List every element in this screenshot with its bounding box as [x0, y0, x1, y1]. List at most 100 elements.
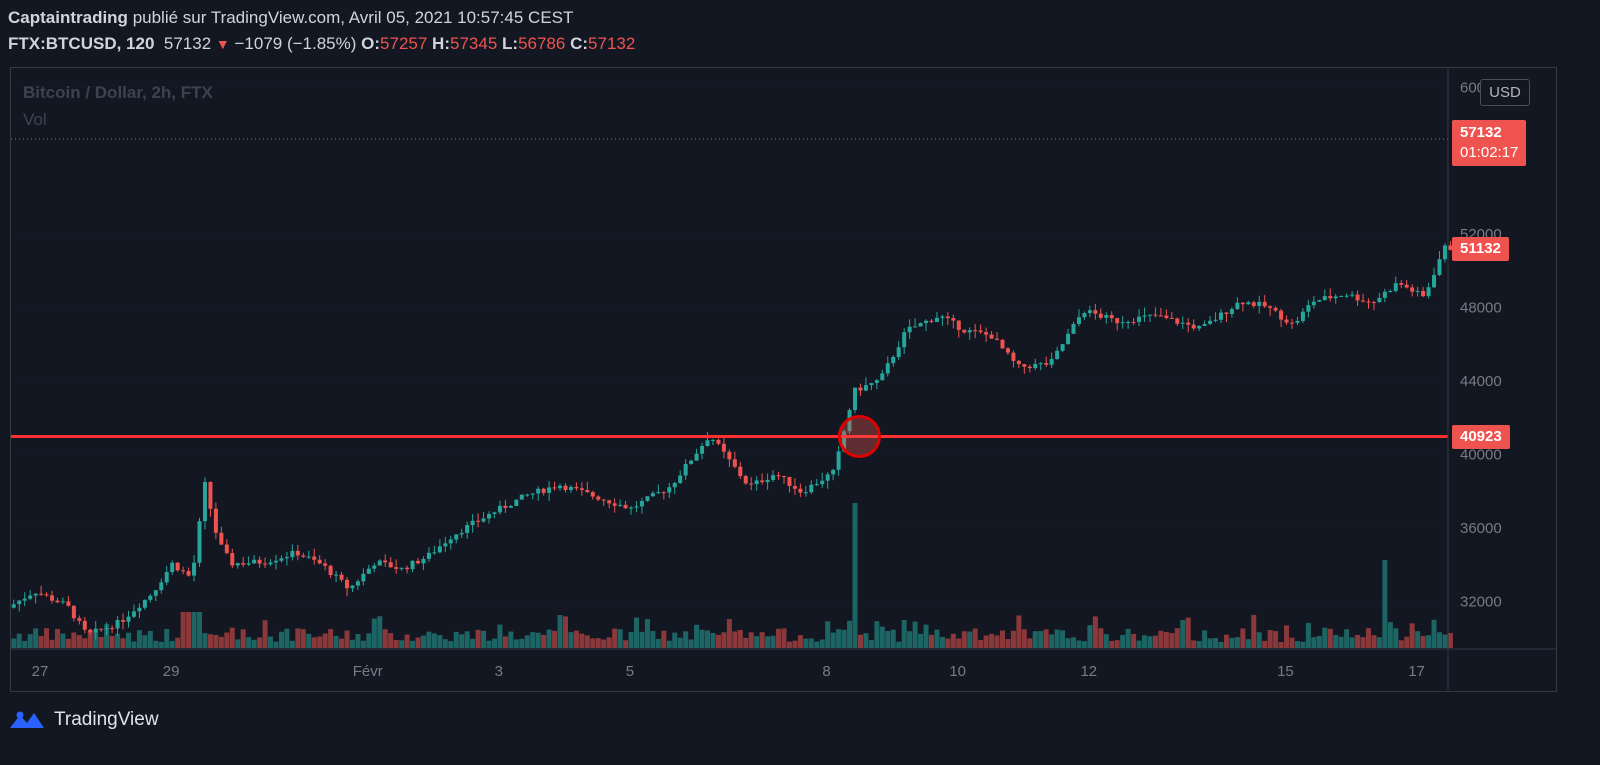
candle-body	[1169, 317, 1174, 319]
volume-bar	[1442, 634, 1448, 648]
candle-body	[1393, 283, 1398, 291]
volume-bar	[737, 629, 743, 648]
volume-bar	[344, 630, 350, 648]
candle-body	[792, 485, 797, 489]
candle-body	[956, 320, 961, 330]
volume-bar	[650, 630, 656, 648]
volume-bar	[595, 638, 601, 648]
candle-body	[1137, 316, 1142, 323]
volume-bar	[655, 639, 661, 648]
volume-bar	[98, 636, 104, 648]
volume-bar	[1136, 640, 1142, 648]
volume-bar	[1016, 615, 1022, 648]
volume-bar	[945, 638, 951, 648]
volume-bar	[486, 640, 492, 648]
volume-bar	[928, 634, 934, 648]
candle-body	[383, 560, 388, 563]
volume-bar	[1005, 639, 1011, 648]
candle-body	[1109, 315, 1114, 319]
footer-brand[interactable]: TradingView	[8, 708, 159, 732]
volume-bar	[1420, 635, 1426, 648]
volume-bar	[530, 632, 536, 648]
candle-body	[590, 492, 595, 497]
volume-bar	[1409, 623, 1415, 648]
candle-body	[1071, 324, 1076, 334]
symbol-label[interactable]: FTX:BTCUSD, 120	[8, 34, 155, 53]
volume-bar	[879, 626, 885, 648]
volume-bar	[246, 637, 252, 648]
candle-body	[284, 557, 289, 559]
volume-bar	[1213, 638, 1219, 648]
volume-bar	[1196, 641, 1202, 648]
volume-bar	[1207, 638, 1213, 648]
candle-body	[71, 605, 76, 619]
volume-bar	[967, 631, 973, 648]
volume-bar	[180, 612, 186, 648]
candle-body	[44, 594, 49, 596]
volume-bar	[797, 635, 803, 648]
candle-body	[1251, 302, 1256, 306]
candle-body	[1448, 245, 1453, 250]
candle-body	[110, 628, 115, 630]
volume-bar	[857, 634, 863, 648]
author-name[interactable]: Captaintrading	[8, 8, 128, 27]
volume-bar	[1060, 630, 1066, 648]
candle-body	[716, 439, 721, 444]
volume-bar	[147, 630, 153, 648]
candle-body	[1158, 315, 1163, 317]
candle-body	[924, 320, 929, 324]
volume-bar	[1038, 631, 1044, 648]
candle-body	[1044, 363, 1049, 365]
candle-body	[907, 326, 912, 333]
volume-bar	[743, 637, 749, 648]
volume-bar	[1415, 631, 1421, 648]
candle-body	[645, 496, 650, 501]
volume-bar	[328, 629, 334, 648]
volume-bar	[1169, 633, 1175, 648]
volume-bar	[360, 640, 366, 648]
volume-bar	[1333, 634, 1339, 648]
volume-bar	[475, 629, 481, 648]
candle-body	[710, 439, 715, 441]
volume-bar	[1191, 640, 1197, 648]
x-tick-label: 10	[949, 663, 966, 680]
candle-body	[432, 552, 437, 554]
volume-bar	[634, 617, 640, 648]
volume-bar	[82, 638, 88, 648]
candle-body	[568, 486, 573, 490]
candle-body	[372, 565, 377, 569]
volume-bar	[825, 621, 831, 648]
candle-body	[781, 475, 786, 477]
candle-body	[1022, 364, 1027, 367]
volume-bar	[311, 637, 317, 648]
volume-bar	[661, 630, 667, 648]
volume-bar	[863, 633, 869, 648]
candle-body	[93, 628, 98, 633]
candle-body	[1115, 318, 1120, 324]
candle-body	[634, 506, 639, 508]
volume-bar	[601, 639, 607, 648]
candle-body	[159, 582, 164, 591]
volume-bar	[339, 638, 345, 648]
candle-body	[492, 512, 497, 515]
volume-bar	[552, 630, 558, 648]
volume-bar	[27, 634, 33, 648]
candle-body	[820, 480, 825, 485]
volume-bar	[1092, 616, 1098, 648]
chart-frame[interactable]	[10, 67, 1557, 692]
candle-body	[175, 562, 180, 571]
volume-bar	[513, 639, 519, 648]
volume-bar	[44, 628, 50, 648]
ticker-ohlc-line: FTX:BTCUSD, 120 57132 ▼ −1079 (−1.85%) O…	[8, 32, 635, 56]
currency-badge[interactable]: USD	[1480, 79, 1530, 106]
candle-body	[705, 440, 710, 447]
candle-body	[66, 601, 71, 606]
candle-body	[197, 521, 202, 563]
volume-bar	[464, 631, 470, 648]
candle-body	[421, 558, 426, 564]
volume-bar	[49, 639, 55, 648]
candle-body	[1300, 311, 1305, 321]
candle-body	[1442, 245, 1447, 260]
volume-bar	[754, 636, 760, 648]
